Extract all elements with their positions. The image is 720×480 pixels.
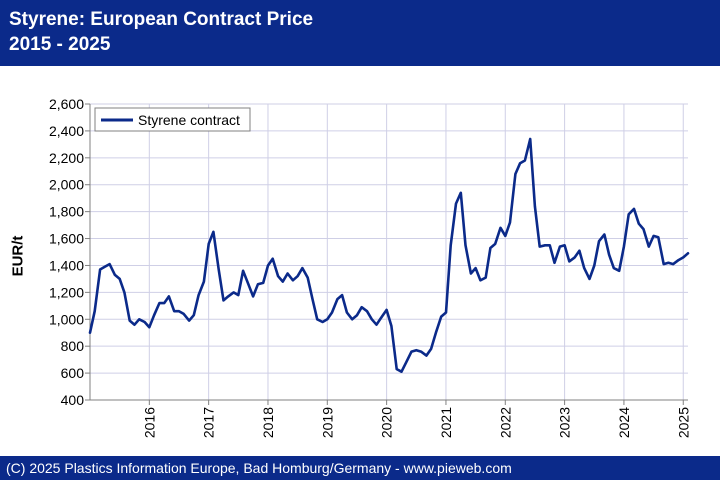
plot-area [90,104,688,400]
x-tick-label: 2023 [557,407,573,438]
x-tick-label: 2024 [616,407,632,438]
line-chart: 400 600 800 1,000 1,200 1,400 1,600 1,800 2,000 2… [49,96,691,438]
x-tick-label: 2022 [497,407,513,438]
x-tick-label: 2019 [319,407,335,438]
x-tick-label: 2021 [438,407,454,438]
y-tick-label: 1,200 [49,284,84,300]
x-tick-label: 2018 [260,407,276,438]
copyright-text: (C) 2025 Plastics Information Europe, Ba… [6,460,512,476]
y-tick-label: 600 [61,365,85,381]
x-tick-label: 2016 [141,407,157,438]
y-tick-label: 1,400 [49,257,84,273]
y-tick-label: 1,800 [49,204,84,220]
y-axis-label: EUR/t [9,235,27,277]
series-line-styrene-contract [88,137,690,374]
y-tick-label: 2,200 [49,150,84,166]
y-tick-label: 2,400 [49,123,84,139]
y-tick-label: 2,600 [49,96,84,112]
chart-header: Styrene: European Contract Price 2015 - … [0,0,720,66]
copyright-footer: (C) 2025 Plastics Information Europe, Ba… [0,456,720,480]
y-tick-label: 2,000 [49,177,84,193]
x-tick-label: 2017 [201,407,217,438]
legend-label: Styrene contract [138,112,240,128]
y-tick-label: 400 [61,392,85,408]
x-tick-label: 2025 [675,407,691,438]
y-tick-label: 1,000 [49,311,84,327]
x-tick-label: 2020 [379,407,395,438]
y-tick-label: 800 [61,338,85,354]
legend-box [94,107,251,132]
chart-subtitle: 2015 - 2025 [9,34,111,55]
chart-title: Styrene: European Contract Price [9,9,314,30]
y-tick-label: 1,600 [49,231,84,247]
